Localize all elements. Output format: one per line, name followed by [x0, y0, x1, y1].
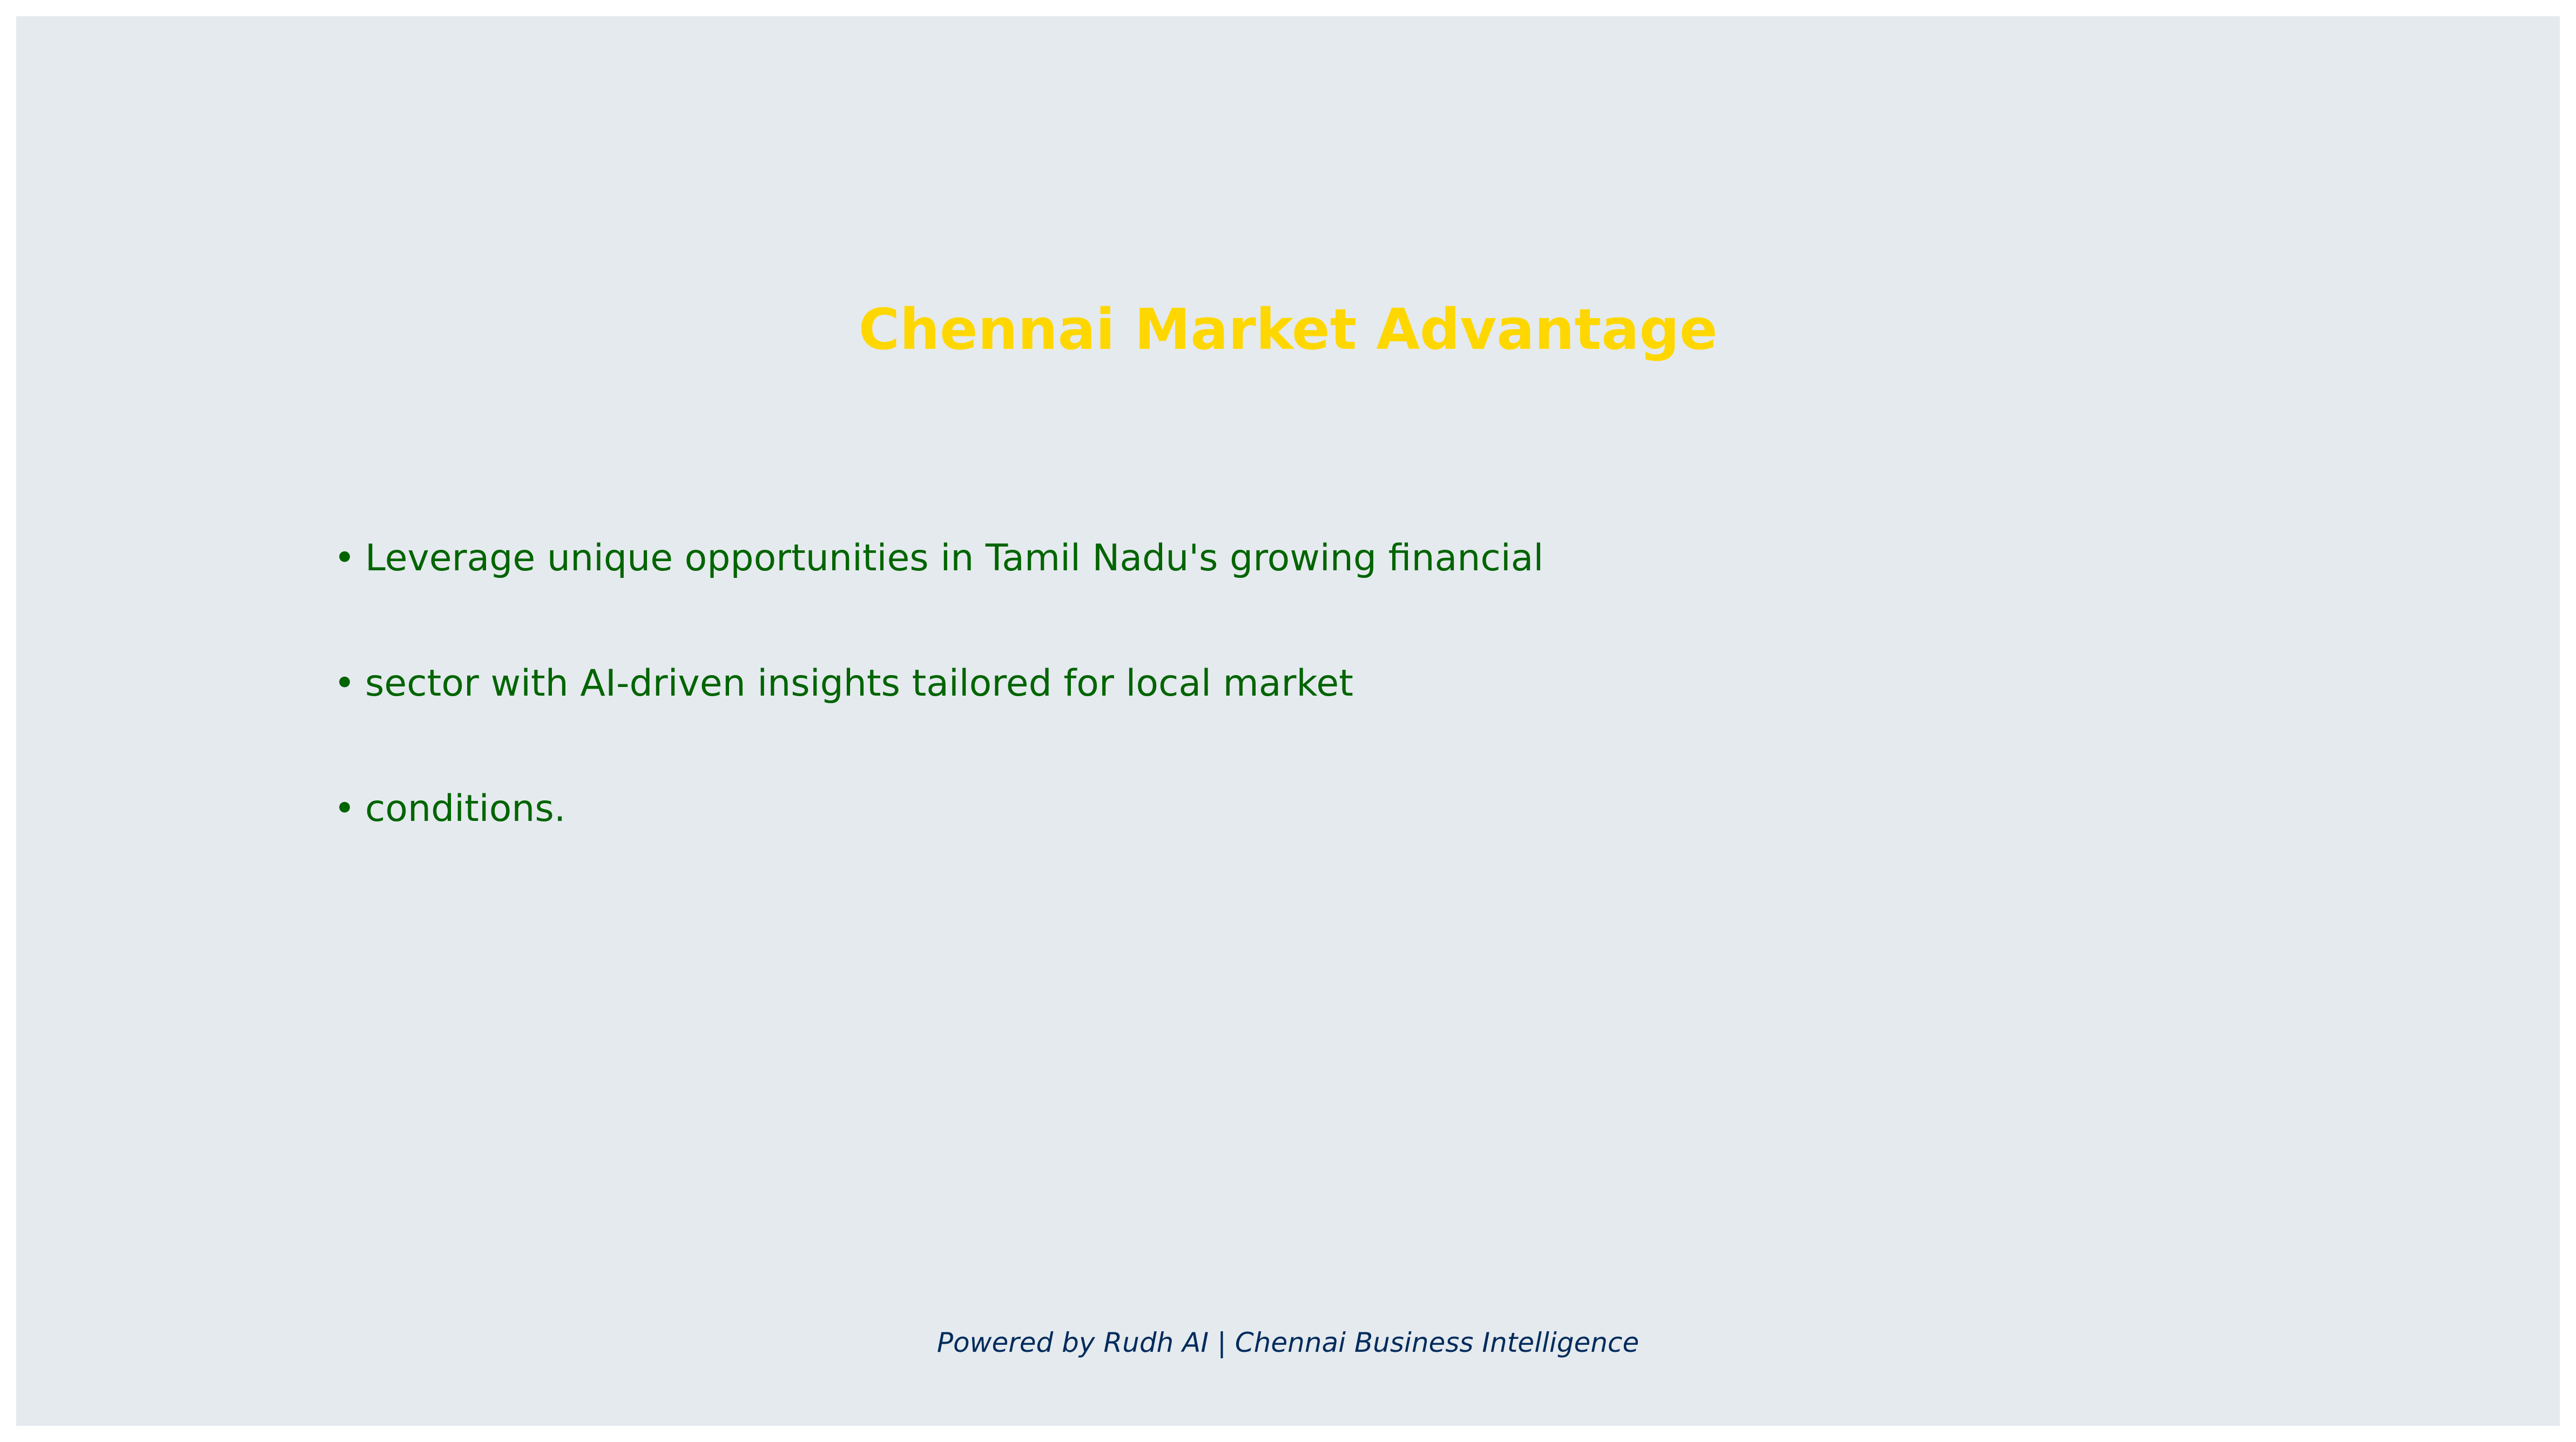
- slide-title: Chennai Market Advantage: [858, 297, 1718, 362]
- bullet-list: • Leverage unique opportunities in Tamil …: [334, 536, 1543, 912]
- list-item: • conditions.: [334, 786, 1543, 832]
- list-item: • sector with AI-driven insights tailored…: [334, 661, 1543, 706]
- slide-canvas: Chennai Market Advantage • Leverage uniqu…: [16, 16, 2560, 1426]
- bullet-marker: •: [334, 787, 356, 830]
- slide-footer: Powered by Rudh AI | Chennai Business In…: [936, 1327, 1640, 1358]
- bullet-text: Leverage unique opportunities in Tamil N…: [365, 537, 1544, 580]
- bullet-text: sector with AI-driven insights tailored …: [365, 662, 1353, 705]
- bullet-marker: •: [334, 537, 356, 580]
- bullet-text: conditions.: [365, 787, 566, 830]
- list-item: • Leverage unique opportunities in Tamil …: [334, 536, 1543, 581]
- bullet-marker: •: [334, 662, 356, 705]
